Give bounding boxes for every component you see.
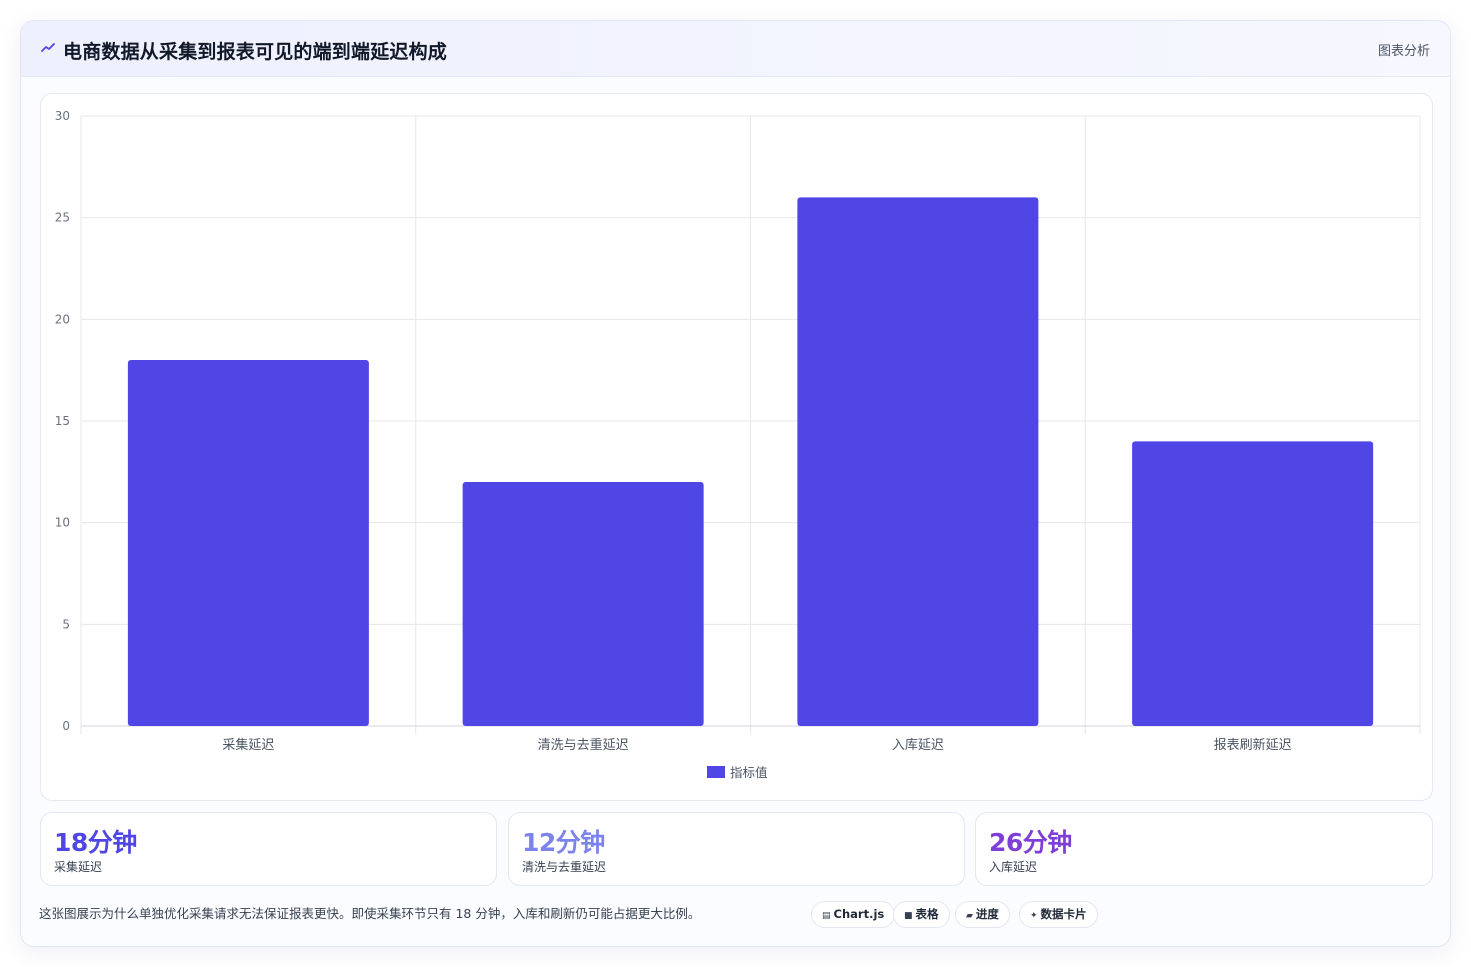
progress-icon: ▰ xyxy=(966,911,973,921)
y-tick-label: 10 xyxy=(55,516,70,530)
stat-value: 12分钟 xyxy=(522,828,605,857)
stat-card-clean: 12分钟 清洗与去重延迟 xyxy=(508,812,965,886)
pill-label: 数据卡片 xyxy=(1040,907,1087,921)
bar-入库延迟 xyxy=(797,197,1039,726)
y-tick-label: 5 xyxy=(62,617,70,631)
stat-value: 18分钟 xyxy=(54,828,137,857)
sparkle-icon: ✦ xyxy=(1030,911,1038,921)
page-title: 电商数据从采集到报表可见的端到端延迟构成 xyxy=(63,41,448,63)
legend-swatch xyxy=(707,766,725,778)
y-tick-label: 20 xyxy=(55,312,70,326)
y-tick-label: 25 xyxy=(55,211,70,225)
x-tick-label: 清洗与去重延迟 xyxy=(538,737,629,753)
x-tick-label: 采集延迟 xyxy=(222,737,274,753)
x-tick-label: 报表刷新延迟 xyxy=(1214,737,1292,753)
pill-label: 进度 xyxy=(975,907,999,921)
y-tick-label: 30 xyxy=(55,109,70,123)
chart-container: 0 5 10 15 20 25 30 采集延迟 清洗与去重延迟 入库延迟 报表刷新延迟指标值 xyxy=(40,93,1433,801)
legend-label: 指标值 xyxy=(730,765,768,780)
stat-value: 26分钟 xyxy=(989,828,1072,857)
stat-card-collect: 18分钟 采集延迟 xyxy=(40,812,497,886)
pill-progress[interactable]: ▰ 进度 xyxy=(955,901,1010,928)
bar-报表刷新延迟 xyxy=(1132,441,1374,726)
bar-采集延迟 xyxy=(127,360,369,726)
header-tag: 图表分析 xyxy=(1377,44,1430,59)
chart-icon: ▤ xyxy=(822,911,831,921)
y-tick-label: 15 xyxy=(55,414,70,428)
stat-card-ingest: 26分钟 入库延迟 xyxy=(975,812,1433,886)
table-icon: ■ xyxy=(904,911,913,921)
stat-label: 入库延迟 xyxy=(989,860,1038,874)
chart-card: 电商数据从采集到报表可见的端到端延迟构成 图表分析 0 5 10 15 20 25 30 采集… xyxy=(20,20,1451,947)
pill-label: 表格 xyxy=(915,907,939,921)
pill-chartjs[interactable]: ▤ Chart.js xyxy=(811,901,896,928)
card-header: 电商数据从采集到报表可见的端到端延迟构成 图表分析 xyxy=(21,21,1450,77)
pill-data-cards[interactable]: ✦ 数据卡片 xyxy=(1019,901,1098,928)
chart-line-icon xyxy=(41,41,55,55)
pill-label: Chart.js xyxy=(833,907,885,921)
bar-清洗与去重延迟 xyxy=(462,482,704,726)
stat-label: 采集延迟 xyxy=(54,860,103,874)
pill-table[interactable]: ■ 表格 xyxy=(893,901,950,928)
x-tick-label: 入库延迟 xyxy=(892,737,944,753)
y-tick-label: 0 xyxy=(62,719,70,733)
footnote: 这张图展示为什么单独优化采集请求无法保证报表更快。即使采集环节只有 18 分钟，… xyxy=(39,906,701,921)
stat-label: 清洗与去重延迟 xyxy=(522,860,607,874)
